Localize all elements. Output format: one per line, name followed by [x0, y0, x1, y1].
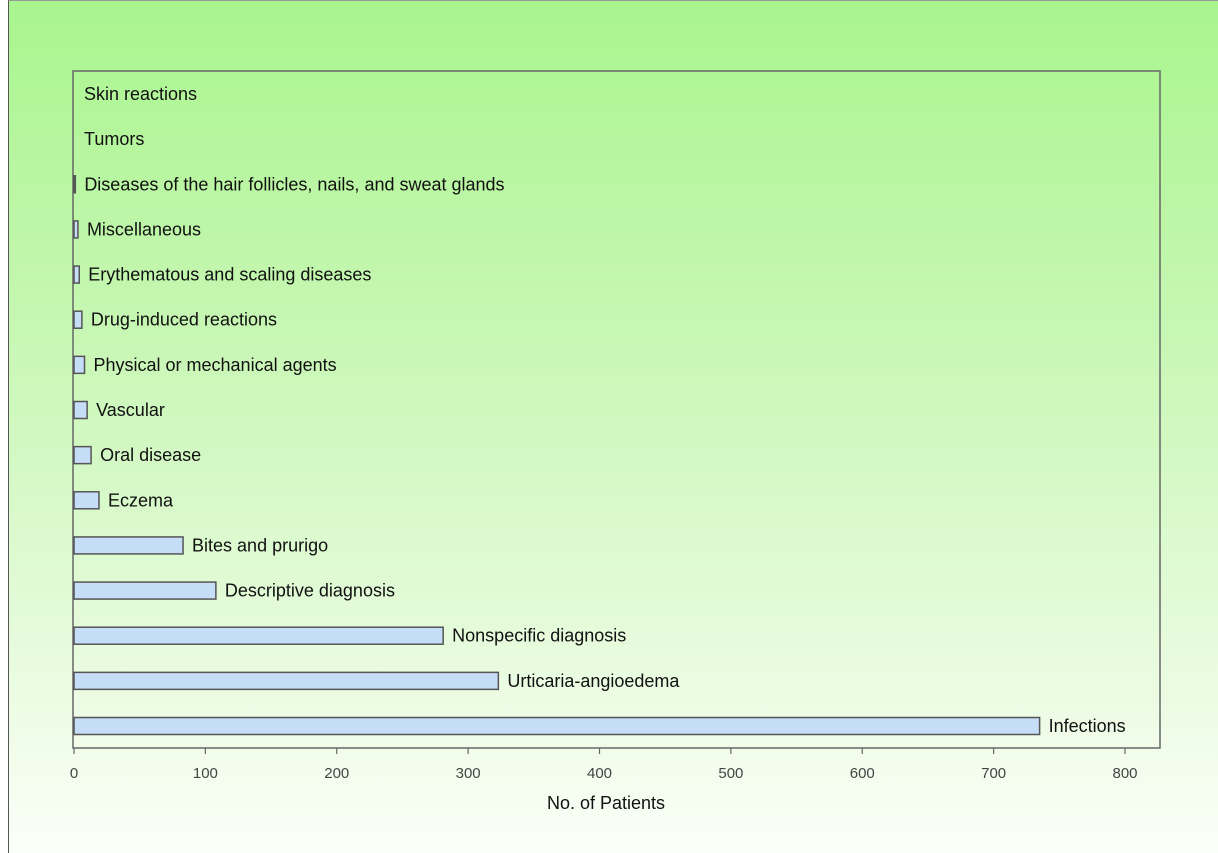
category-label: Oral disease: [100, 445, 201, 465]
bar-descriptive-diagnosis: [73, 581, 217, 600]
category-label: Descriptive diagnosis: [225, 581, 395, 601]
bar-urticaria-angioedema: [73, 671, 500, 691]
bar-oral-disease: [73, 445, 92, 465]
x-axis-ticks-group: 0 100 200 300 400 500 600 700 800: [70, 748, 1138, 782]
x-tick-label: 300: [456, 765, 481, 782]
x-tick-label: 800: [1112, 765, 1137, 782]
category-label: Diseases of the hair follicles, nails, a…: [84, 174, 504, 194]
bar-vascular: [73, 400, 88, 420]
category-label: Drug-induced reactions: [91, 310, 277, 330]
category-label: Nonspecific diagnosis: [452, 626, 626, 646]
bar-miscellaneous: [73, 220, 79, 239]
category-label: Physical or mechanical agents: [94, 355, 337, 375]
category-label: Skin reactions: [84, 84, 197, 104]
x-tick-label: 200: [324, 765, 349, 782]
bar-eczema: [73, 491, 100, 510]
x-tick-label: 700: [981, 765, 1006, 782]
category-label: Miscellaneous: [87, 219, 201, 239]
category-labels-group: Skin reactions Tumors Diseases of the hair…: [84, 84, 1126, 736]
x-tick-label: 400: [587, 765, 612, 782]
bar-diseases-of-the-hair-follicles-nails-and-sweat-glands: [73, 175, 77, 194]
x-tick-label: 500: [718, 765, 743, 782]
bar-erythematous-and-scaling-diseases: [73, 265, 81, 284]
bar-nonspecific-diagnosis: [73, 626, 444, 645]
category-label: Eczema: [108, 490, 174, 510]
category-label: Infections: [1049, 716, 1126, 736]
category-label: Erythematous and scaling diseases: [88, 265, 371, 285]
category-label: Bites and prurigo: [192, 535, 328, 555]
category-label: Tumors: [84, 129, 144, 149]
plot-area: [72, 70, 1161, 749]
category-label: Urticaria-angioedema: [507, 671, 680, 691]
x-tick-label: 600: [850, 765, 875, 782]
bars-group: [73, 175, 1041, 736]
bar-infections: [73, 716, 1041, 736]
chart-background: Skin reactions Tumors Diseases of the hair…: [8, 0, 1218, 853]
x-axis-title: No. of Patients: [547, 793, 665, 813]
x-tick-label: 0: [70, 765, 78, 782]
bar-bites-and-prurigo: [73, 536, 184, 555]
bar-physical-or-mechanical-agents: [73, 355, 86, 375]
category-label: Vascular: [96, 400, 165, 420]
bar-drug-induced-reactions: [73, 310, 83, 329]
horizontal-bar-chart: Skin reactions Tumors Diseases of the hair…: [70, 70, 1161, 813]
x-tick-label: 100: [193, 765, 218, 782]
